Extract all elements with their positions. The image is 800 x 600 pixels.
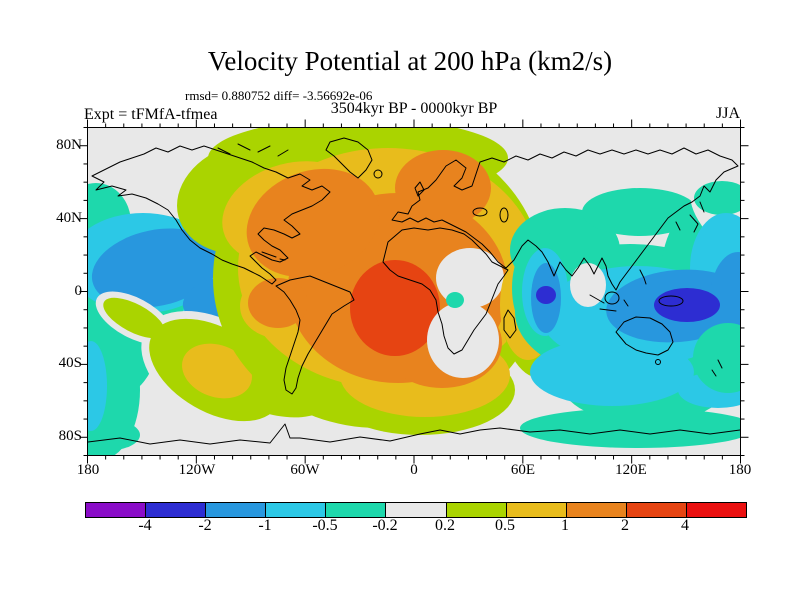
colorbar-tick-label: -0.5 (312, 517, 338, 534)
coast-new-guinea (658, 295, 684, 307)
x-tick-label: 0 (410, 462, 418, 478)
colorbar-cell (86, 503, 147, 517)
coast-borneo (604, 291, 620, 305)
colorbar-tick-label: -2 (198, 517, 212, 534)
coast-arctic-islands (217, 143, 289, 157)
x-tick-label: 180 (76, 462, 100, 478)
y-tick-label: 80N (56, 137, 82, 153)
coast-black-sea (472, 207, 488, 217)
coast-uk (414, 181, 425, 197)
period-label: 3504kyr BP - 0000kyr BP (330, 100, 498, 117)
coast-australia (615, 316, 674, 356)
experiment-label: Expt = tFMfA-tfmea (84, 106, 218, 123)
colorbar (85, 502, 747, 518)
y-tick-label: 80S (58, 428, 82, 444)
contour-map (88, 128, 740, 455)
plot-frame (87, 127, 741, 456)
y-tick-label: 40N (56, 210, 82, 226)
coast-southeast-asia (589, 269, 647, 312)
colorbar-cell (146, 503, 207, 517)
colorbar-cell (206, 503, 267, 517)
season-label: JJA (715, 105, 740, 122)
coast-madagascar (503, 309, 517, 339)
colorbar-cell (326, 503, 387, 517)
page-title: Velocity Potential at 200 hPa (km2/s) (207, 46, 613, 76)
y-tick-label: 40S (58, 355, 82, 371)
coast-south-america (275, 275, 355, 395)
colorbar-tick-label: 0.5 (495, 517, 515, 534)
colorbar-tick-label: 4 (681, 517, 689, 534)
x-tick-label: 120W (178, 462, 216, 478)
colorbar-tick-label: 1 (561, 517, 569, 534)
x-tick-label: 60W (290, 462, 320, 478)
x-tick-label: 120E (615, 462, 647, 478)
colorbar-tick-label: 2 (621, 517, 629, 534)
colorbar-cell (686, 503, 747, 517)
colorbar-cell (446, 503, 507, 517)
colorbar-tick-label: 0.2 (435, 517, 455, 534)
y-tick-label: 0 (74, 283, 83, 299)
x-tick-label: 180 (728, 462, 752, 478)
colorbar-cell (566, 503, 627, 517)
coast-caribbean (261, 251, 286, 261)
coast-caspian-sea (499, 207, 509, 223)
coast-greenland (325, 137, 373, 179)
coast-north-america (91, 145, 331, 285)
coast-new-zealand (711, 359, 723, 377)
coast-eurasia (391, 147, 739, 291)
colorbar-cell (266, 503, 327, 517)
coast-antarctica (88, 423, 740, 445)
coast-africa (382, 227, 509, 355)
coastline-layer (88, 137, 740, 445)
colorbar-cell (626, 503, 687, 517)
rmsd-diff-stats: rmsd= 0.880752 diff= -3.56692e-06 (185, 88, 373, 103)
x-tick-label: 60E (510, 462, 536, 478)
contour-fill-layer-indopacific-negative (510, 181, 740, 448)
colorbar-tick-label: -1 (258, 517, 272, 534)
colorbar-cell (386, 503, 447, 517)
coast-japan (675, 201, 705, 233)
coast-iceland (373, 169, 383, 179)
coast-tasmania (655, 359, 661, 365)
colorbar-cell (506, 503, 567, 517)
colorbar-tick-label: -4 (138, 517, 152, 534)
colorbar-labels: -4 -2 -1 -0.5 -0.2 0.2 0.5 1 2 4 (85, 517, 745, 539)
colorbar-tick-label: -0.2 (372, 517, 398, 534)
